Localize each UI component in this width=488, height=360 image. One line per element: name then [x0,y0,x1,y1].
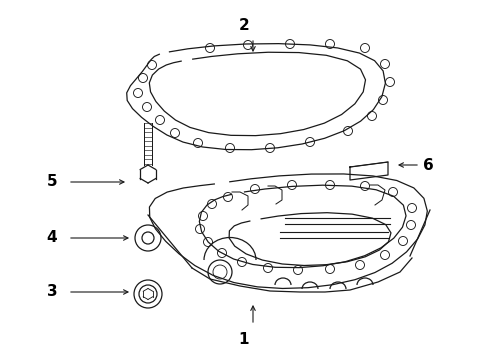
Text: 5: 5 [46,175,57,189]
Text: 3: 3 [46,284,57,300]
Text: 4: 4 [46,230,57,246]
Text: 6: 6 [422,158,432,172]
Text: 2: 2 [238,18,249,32]
Text: 1: 1 [238,333,249,347]
